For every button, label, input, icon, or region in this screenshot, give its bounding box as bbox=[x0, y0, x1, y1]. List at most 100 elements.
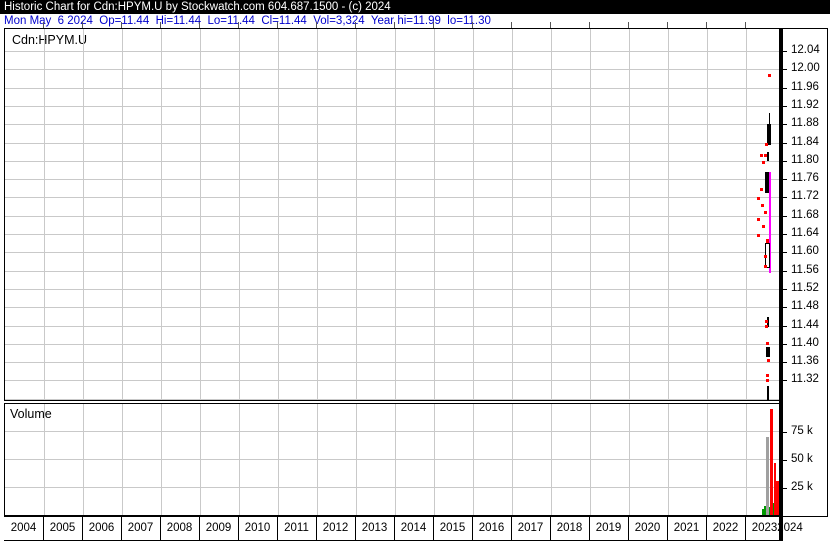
year-gridline bbox=[395, 29, 396, 400]
volume-bar bbox=[776, 481, 779, 515]
trade-dot-mark bbox=[765, 142, 768, 146]
year-separator bbox=[277, 517, 278, 540]
chart-right-border bbox=[779, 28, 783, 541]
year-top-tick bbox=[394, 22, 395, 28]
volume-axis-tick bbox=[783, 488, 787, 489]
price-axis-tick bbox=[783, 197, 787, 199]
year-gridline bbox=[746, 29, 747, 400]
price-gridline bbox=[5, 215, 779, 217]
chart-bottom-border bbox=[4, 515, 783, 517]
volume-axis-tick bbox=[783, 460, 787, 461]
price-axis-tick bbox=[783, 307, 787, 309]
year-label: 2013 bbox=[361, 522, 388, 534]
price-tick-label: 11.48 bbox=[791, 300, 819, 313]
year-top-tick bbox=[433, 22, 434, 28]
year-gridline bbox=[200, 29, 201, 400]
year-top-tick bbox=[82, 22, 83, 28]
candle-mark bbox=[769, 172, 771, 273]
year-top-tick bbox=[277, 22, 278, 28]
price-axis-tick bbox=[783, 270, 787, 272]
trade-dot-mark bbox=[765, 320, 768, 323]
price-gridline bbox=[5, 343, 779, 345]
year-gridline bbox=[512, 404, 513, 515]
year-gridline bbox=[278, 404, 279, 515]
year-gridline bbox=[512, 29, 513, 400]
year-top-tick bbox=[355, 22, 356, 28]
year-gridline bbox=[122, 404, 123, 515]
price-gridline bbox=[5, 87, 779, 89]
year-label: 2024 bbox=[777, 522, 803, 534]
trade-dot-mark bbox=[766, 378, 769, 382]
price-tick-label: 11.88 bbox=[791, 117, 819, 130]
year-gridline bbox=[473, 404, 474, 515]
candle-mark bbox=[767, 151, 769, 161]
year-separator bbox=[160, 517, 161, 540]
year-top-tick bbox=[199, 22, 200, 28]
year-label: 2017 bbox=[517, 522, 544, 534]
candle-mark bbox=[765, 172, 769, 193]
trade-dot-mark bbox=[757, 234, 760, 237]
year-separator bbox=[121, 517, 122, 540]
year-label: 2012 bbox=[322, 522, 349, 534]
year-gridline bbox=[629, 29, 630, 400]
candle-mark bbox=[766, 346, 770, 357]
volume-bar bbox=[766, 436, 769, 515]
price-axis-tick bbox=[783, 124, 787, 126]
year-separator bbox=[82, 517, 83, 540]
price-tick-label: 11.52 bbox=[791, 281, 819, 294]
year-top-tick bbox=[121, 22, 122, 28]
trade-dot-mark bbox=[764, 254, 767, 258]
year-top-tick bbox=[316, 22, 317, 28]
price-tick-label: 11.56 bbox=[791, 263, 819, 276]
year-label: 2007 bbox=[127, 522, 154, 534]
year-gridline bbox=[434, 404, 435, 515]
price-tick-label: 12.04 bbox=[791, 44, 820, 56]
price-tick-label: 11.84 bbox=[791, 135, 819, 148]
year-gridline bbox=[161, 404, 162, 515]
trade-dot-mark bbox=[760, 153, 763, 157]
year-separator bbox=[745, 517, 746, 540]
year-label: 2019 bbox=[595, 522, 622, 534]
quote-info-line: Mon May 6 2024 Op=11.44 Hi=11.44 Lo=11.4… bbox=[0, 14, 830, 28]
volume-tick-label: 75 k bbox=[791, 425, 813, 437]
volume-panel-label: Volume bbox=[10, 407, 55, 421]
price-tick-label: 12.00 bbox=[791, 62, 820, 75]
year-top-tick bbox=[238, 22, 239, 28]
year-gridline bbox=[83, 29, 84, 400]
candle-mark bbox=[767, 317, 769, 327]
price-gridline bbox=[5, 325, 779, 327]
price-gridline bbox=[5, 288, 779, 290]
year-label: 2004 bbox=[10, 522, 37, 534]
trade-dot-mark bbox=[757, 217, 760, 221]
year-label: 2006 bbox=[88, 522, 115, 534]
year-label: 2010 bbox=[244, 522, 271, 534]
price-gridline bbox=[5, 380, 779, 382]
year-gridline bbox=[278, 29, 279, 400]
price-chart-panel: Cdn:HPYM.U bbox=[4, 28, 779, 400]
year-label: 2009 bbox=[205, 522, 232, 534]
year-top-tick bbox=[550, 22, 551, 28]
volume-bar bbox=[774, 463, 776, 515]
volume-bar bbox=[762, 509, 764, 515]
year-gridline bbox=[44, 29, 45, 400]
year-gridline bbox=[746, 404, 747, 515]
trade-dot-mark bbox=[764, 153, 767, 157]
year-separator bbox=[316, 517, 317, 540]
price-gridline bbox=[5, 362, 779, 364]
price-tick-label: 11.68 bbox=[791, 208, 819, 221]
year-separator bbox=[43, 517, 44, 540]
year-label: 2020 bbox=[634, 522, 661, 534]
price-axis-tick bbox=[783, 215, 787, 217]
trade-dot-mark bbox=[760, 188, 763, 192]
price-tick-label: 11.96 bbox=[791, 80, 819, 93]
year-separator bbox=[550, 517, 551, 540]
price-axis-tick bbox=[783, 362, 787, 364]
price-gridline bbox=[5, 51, 779, 52]
trade-dot-mark bbox=[765, 324, 768, 328]
candle-mark bbox=[769, 112, 770, 127]
year-gridline bbox=[122, 29, 123, 400]
panel-divider bbox=[4, 400, 779, 404]
year-separator bbox=[472, 517, 473, 540]
year-gridline bbox=[161, 29, 162, 400]
year-label: 2022 bbox=[712, 522, 739, 534]
